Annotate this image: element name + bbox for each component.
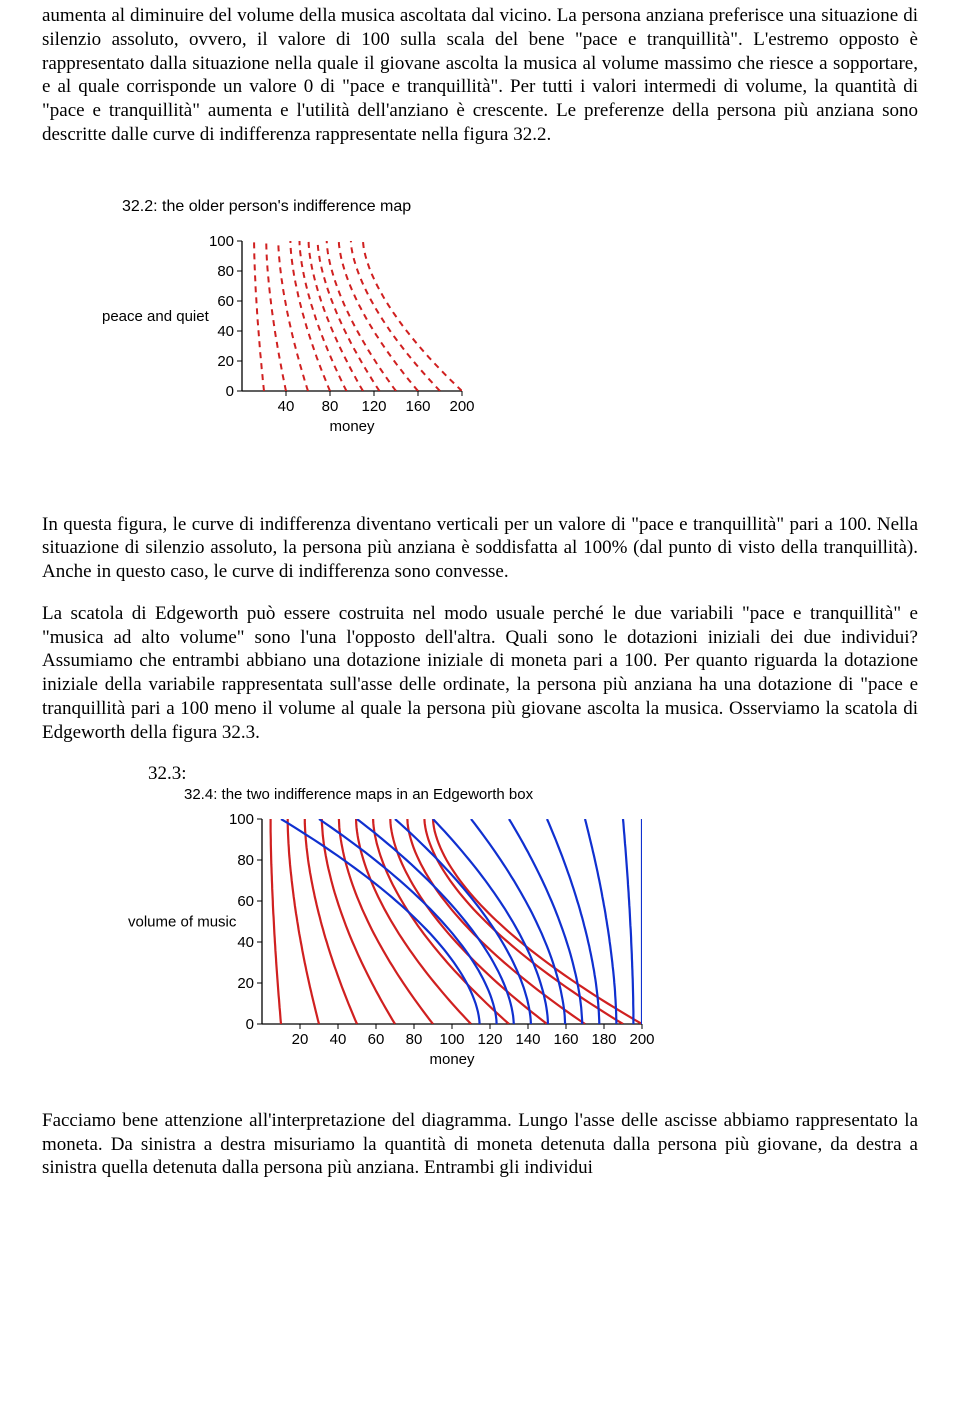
- svg-text:100: 100: [439, 1031, 464, 1048]
- svg-text:80: 80: [217, 263, 234, 280]
- svg-text:0: 0: [226, 383, 234, 400]
- svg-text:100: 100: [209, 233, 234, 250]
- svg-text:160: 160: [405, 398, 430, 415]
- svg-text:60: 60: [217, 293, 234, 310]
- svg-text:200: 200: [449, 398, 474, 415]
- svg-text:volume of music: volume of music: [128, 913, 237, 930]
- body-paragraph: La scatola di Edgeworth può essere costr…: [42, 602, 918, 745]
- svg-text:80: 80: [237, 852, 254, 869]
- svg-text:100: 100: [229, 811, 254, 828]
- figure-32-3: 32.3: 32.4: the two indifference maps in…: [42, 762, 918, 1079]
- svg-text:0: 0: [246, 1016, 254, 1033]
- figure-title: 32.2: the older person's indifference ma…: [122, 197, 918, 217]
- svg-text:20: 20: [292, 1031, 309, 1048]
- svg-text:80: 80: [406, 1031, 423, 1048]
- svg-text:40: 40: [330, 1031, 347, 1048]
- svg-text:160: 160: [553, 1031, 578, 1048]
- svg-text:120: 120: [477, 1031, 502, 1048]
- svg-text:200: 200: [629, 1031, 654, 1048]
- svg-text:140: 140: [515, 1031, 540, 1048]
- body-paragraph: In questa figura, le curve di indifferen…: [42, 513, 918, 584]
- svg-text:120: 120: [361, 398, 386, 415]
- figure-pretitle: 32.3:: [148, 762, 918, 786]
- body-paragraph: aumenta al diminuire del volume della mu…: [42, 4, 918, 147]
- body-paragraph: Facciamo bene attenzione all'interpretaz…: [42, 1109, 918, 1180]
- svg-text:180: 180: [591, 1031, 616, 1048]
- figure-title: 32.4: the two indifference maps in an Ed…: [184, 786, 918, 805]
- indifference-map-chart: 0 20 40 60 80 100 40 80 120 160 200 peace and quiet…: [92, 233, 512, 443]
- svg-text:peace and quiet: peace and quiet: [102, 308, 210, 325]
- svg-text:20: 20: [237, 975, 254, 992]
- svg-text:40: 40: [217, 323, 234, 340]
- svg-text:60: 60: [368, 1031, 385, 1048]
- edgeworth-box-chart: 0 20 40 60 80 100 20 40 60 80 100 120 140 160 180 200 vo…: [122, 809, 722, 1079]
- svg-text:money: money: [329, 418, 375, 435]
- svg-text:40: 40: [278, 398, 295, 415]
- svg-text:40: 40: [237, 934, 254, 951]
- figure-32-2: 32.2: the older person's indifference ma…: [42, 197, 918, 443]
- svg-text:money: money: [429, 1051, 475, 1068]
- svg-text:60: 60: [237, 893, 254, 910]
- svg-text:80: 80: [322, 398, 339, 415]
- svg-text:20: 20: [217, 353, 234, 370]
